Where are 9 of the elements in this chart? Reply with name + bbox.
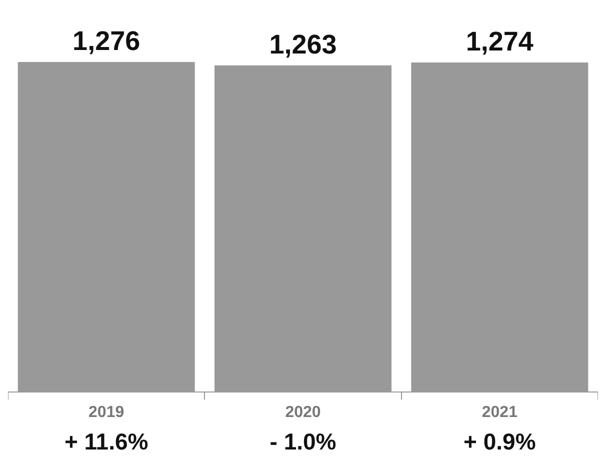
data-label: 1,263 (269, 29, 337, 60)
x-tick-label: 2020 (285, 404, 321, 421)
text: - 1.0% (270, 428, 336, 455)
data-label: 1,276 (72, 26, 140, 56)
data-label: 1,274 (466, 26, 534, 57)
text: + 11.6% (64, 428, 148, 455)
x-tick-label: 2021 (482, 404, 518, 421)
x-tick-label: 2019 (88, 404, 124, 421)
text: + 0.9% (464, 428, 536, 455)
